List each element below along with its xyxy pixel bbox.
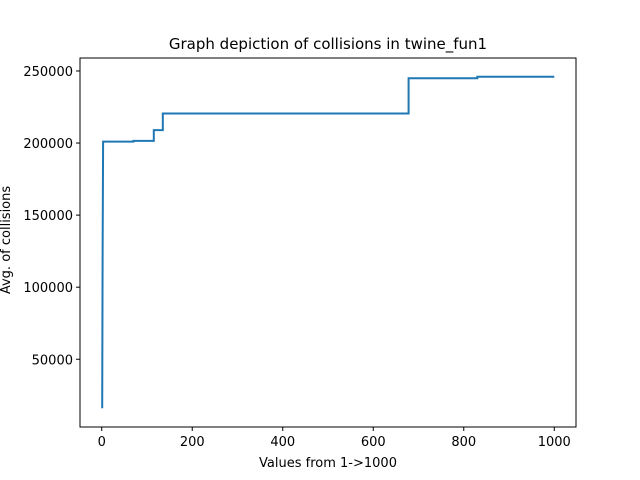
x-tick-label: 600 [361,435,386,450]
axes-frame [79,57,577,428]
plot-area: 0 200 400 600 800 1000 50000 100000 150000 200000… [23,57,577,450]
y-tick-label: 50000 [32,353,73,368]
y-tick-label: 250000 [23,65,73,80]
chart-title: Graph depiction of collisions in twine_f… [169,35,487,54]
x-tick-label: 200 [180,435,205,450]
x-tick-label: 1000 [538,435,571,450]
series-line-0 [101,75,555,409]
x-tick-label: 800 [451,435,476,450]
y-tick-label: 150000 [23,209,73,224]
y-axis-label: Avg. of collisions [0,186,14,295]
y-tick-label: 200000 [23,137,73,152]
y-tick-label: 100000 [23,281,73,296]
x-axis-label: Values from 1->1000 [259,456,397,471]
x-tick-label: 400 [270,435,295,450]
x-tick-label: 0 [98,435,106,450]
